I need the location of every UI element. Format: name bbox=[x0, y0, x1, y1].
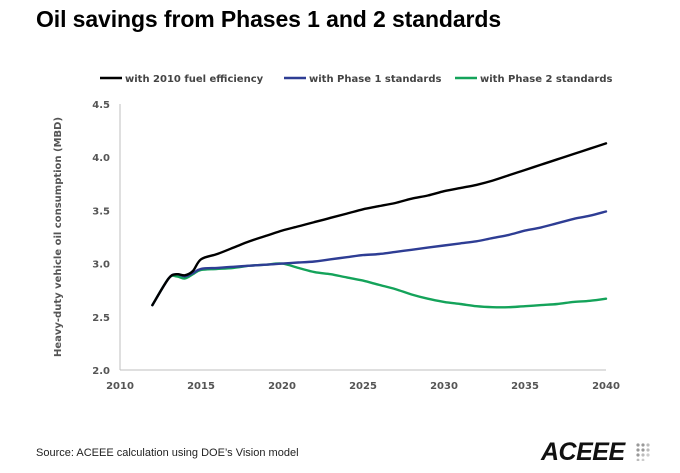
y-tick-label: 4.5 bbox=[92, 100, 110, 111]
x-tick-label: 2025 bbox=[349, 381, 377, 392]
y-tick-label: 2.0 bbox=[92, 366, 110, 377]
legend-item-with-2010-fuel-efficiency: with 2010 fuel efficiency bbox=[100, 74, 264, 85]
series-line-with-2010-fuel-efficiency bbox=[151, 142, 608, 307]
logo-wordmark: ACEEE bbox=[541, 438, 625, 466]
legend-label: with 2010 fuel efficiency bbox=[125, 74, 264, 85]
x-tick-label: 2035 bbox=[511, 381, 539, 392]
line-chart: with 2010 fuel efficiency with Phase 1 st… bbox=[53, 74, 620, 392]
aceee-logo: ACEEE bbox=[541, 438, 651, 466]
y-tick-label: 4.0 bbox=[92, 153, 110, 164]
series-line-with-phase-1-standards bbox=[151, 210, 608, 307]
legend-item-with-phase-1-standards: with Phase 1 standards bbox=[284, 74, 441, 85]
x-tick-label: 2040 bbox=[592, 381, 620, 392]
series-line-with-phase-2-standards bbox=[151, 262, 608, 309]
series-layer bbox=[151, 142, 608, 309]
x-tick-label: 2010 bbox=[106, 381, 134, 392]
legend-label: with Phase 1 standards bbox=[309, 74, 441, 85]
y-tick-label: 3.0 bbox=[92, 260, 110, 271]
y-tick-label: 3.5 bbox=[92, 206, 110, 217]
chart-axes bbox=[119, 104, 606, 371]
tick-labels: 2.0 2.5 3.0 3.5 4.0 4.5 2010 2015 2020 2025 2030 20… bbox=[92, 100, 620, 392]
legend-item-with-phase-2-standards: with Phase 2 standards bbox=[455, 74, 612, 85]
legend-label: with Phase 2 standards bbox=[480, 74, 612, 85]
y-axis-label: Heavy-duty vehicle oil consumption (MBD) bbox=[53, 117, 64, 357]
logo-dots-icon bbox=[636, 443, 650, 461]
page-title: Oil savings from Phases 1 and 2 standard… bbox=[36, 6, 502, 32]
x-tick-label: 2030 bbox=[430, 381, 458, 392]
x-tick-label: 2015 bbox=[187, 381, 215, 392]
chart-legend: with 2010 fuel efficiency with Phase 1 st… bbox=[100, 74, 612, 85]
source-note: Source: ACEEE calculation using DOE’s Vi… bbox=[36, 447, 299, 459]
y-tick-label: 2.5 bbox=[92, 313, 110, 324]
x-tick-label: 2020 bbox=[268, 381, 296, 392]
